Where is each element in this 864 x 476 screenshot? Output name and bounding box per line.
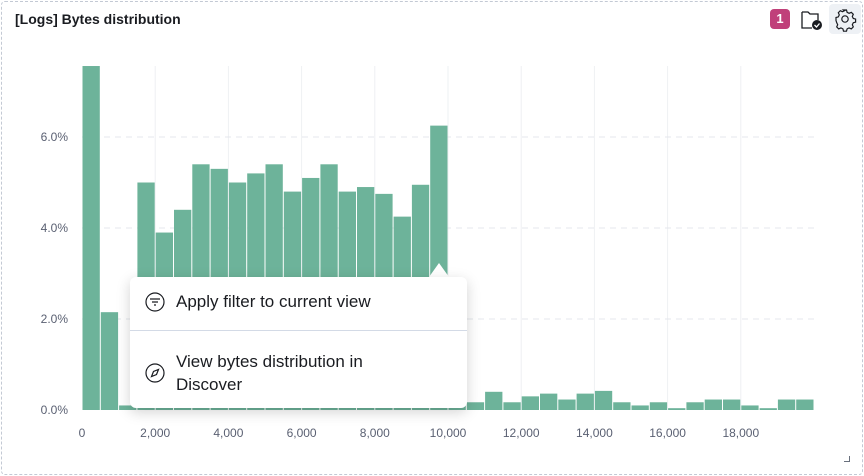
histogram-bar [594, 390, 613, 410]
y-tick-label: 0.0% [41, 403, 69, 417]
y-tick-label: 6.0% [41, 130, 69, 144]
x-tick-label: 4,000 [213, 426, 243, 440]
resize-handle[interactable] [844, 456, 850, 462]
histogram-bar [741, 405, 759, 410]
x-tick-label: 2,000 [140, 426, 170, 440]
x-tick-label: 14,000 [576, 426, 613, 440]
histogram-bar [777, 399, 796, 410]
histogram-bar [631, 405, 649, 410]
histogram-bar [521, 396, 539, 410]
histogram-bar [558, 399, 576, 410]
histogram-bar [82, 66, 100, 411]
histogram-bar [649, 402, 668, 410]
menu-divider [130, 330, 467, 331]
histogram-bar [100, 312, 119, 410]
y-tick-label: 4.0% [41, 221, 69, 235]
popover-arrow [429, 263, 449, 277]
apply-filter-label: Apply filter to current view [176, 292, 371, 311]
histogram-bar [466, 402, 485, 410]
histogram-bar [723, 399, 741, 410]
x-tick-label: 10,000 [430, 426, 467, 440]
histogram-bar [759, 408, 777, 410]
context-menu-popover: Apply filter to current view View bytes … [130, 277, 467, 408]
x-tick-label: 8,000 [360, 426, 390, 440]
panel-title: [Logs] Bytes distribution [15, 11, 181, 27]
histogram-bar [796, 399, 814, 410]
y-tick-label: 2.0% [41, 312, 69, 326]
histogram-bar [668, 408, 686, 410]
folder-check-icon[interactable] [800, 9, 824, 31]
gear-icon[interactable] [829, 4, 861, 34]
x-tick-label: 16,000 [649, 426, 686, 440]
x-tick-label: 6,000 [287, 426, 317, 440]
view-in-discover-menu-item[interactable]: View bytes distribution in Discover [130, 350, 467, 396]
notification-badge[interactable]: 1 [770, 9, 790, 29]
x-tick-label: 0 [79, 426, 86, 440]
histogram-bar [613, 402, 631, 410]
histogram-bar [485, 391, 503, 410]
view-in-discover-label: View bytes distribution in Discover [176, 352, 363, 394]
x-tick-label: 18,000 [722, 426, 759, 440]
histogram-bar [686, 402, 704, 410]
x-tick-label: 12,000 [503, 426, 540, 440]
histogram-bar [576, 393, 594, 410]
apply-filter-menu-item[interactable]: Apply filter to current view [130, 292, 467, 312]
histogram-bar [119, 405, 137, 410]
filter-icon [145, 292, 165, 312]
histogram-bar [503, 402, 521, 410]
histogram-bar [540, 393, 558, 410]
histogram-bar [704, 399, 722, 410]
compass-icon [145, 363, 165, 383]
